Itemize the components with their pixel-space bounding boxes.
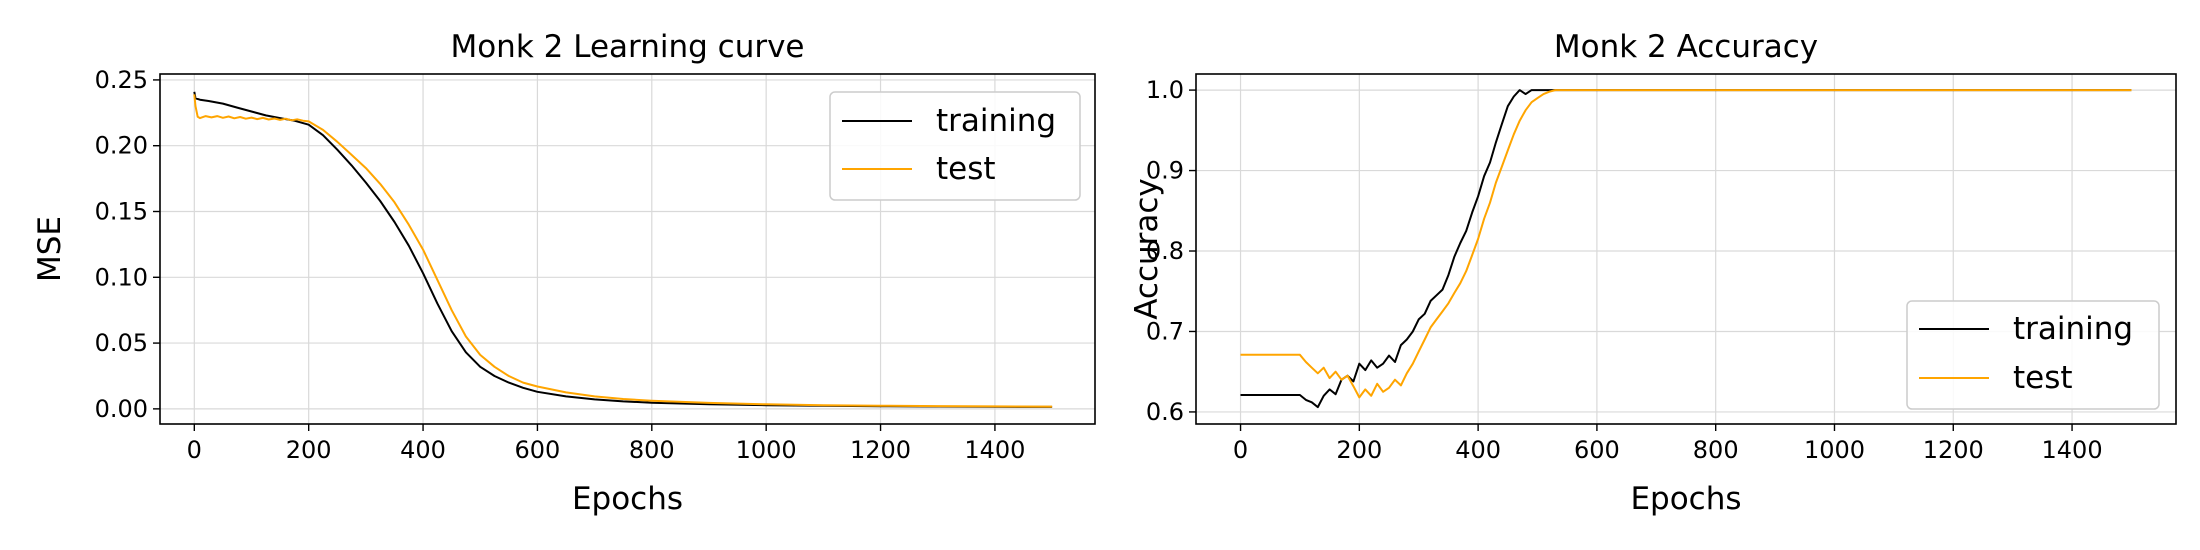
accuracy-ticks: 0 200 400 600 800 1000 1200 1400 0.6 0.7 0.8 0.9 1.0 (1146, 76, 2103, 464)
learning-curve-ytick-label: 0.05 (95, 329, 148, 357)
accuracy-panel: 0 200 400 600 800 1000 1200 1400 0.6 0.7 0.8 0.9 1.0… (1129, 29, 2177, 517)
accuracy-axes-frame (1195, 73, 2177, 425)
learning-curve-ytick-label: 0.10 (95, 263, 148, 291)
accuracy-ytick-label: 0.6 (1146, 398, 1184, 426)
accuracy-ytick-label: 1.0 (1146, 76, 1184, 104)
accuracy-ytick-label: 0.7 (1146, 317, 1184, 345)
accuracy-xtick-label: 0 (1233, 436, 1248, 464)
accuracy-series (1240, 89, 2132, 409)
accuracy-legend-training-label: training (2013, 311, 2133, 347)
accuracy-xtick-label: 600 (1574, 436, 1620, 464)
learning-curve-ytick-label: 0.00 (95, 395, 148, 423)
learning-curve-ytick-label: 0.20 (95, 132, 148, 160)
learning-curve-xtick-label: 1200 (850, 436, 911, 464)
learning-curve-xtick-label: 0 (187, 436, 202, 464)
accuracy-xtick-label: 1200 (1923, 436, 1984, 464)
learning-curve-legend: training test (829, 91, 1081, 201)
learning-curve-legend-test-label: test (936, 151, 996, 187)
accuracy-xtick-label: 1400 (2042, 436, 2103, 464)
learning-curve-ticks: 0 200 400 600 800 1000 1200 1400 0.00 0.05 0.10 0.1… (95, 66, 1026, 464)
learning-curve-test-line (193, 94, 1053, 408)
learning-curve-title: Monk 2 Learning curve (450, 29, 804, 65)
accuracy-xtick-label: 800 (1693, 436, 1739, 464)
learning-curve-xtick-label: 600 (515, 436, 561, 464)
learning-curve-training-line (193, 91, 1053, 408)
learning-curve-xtick-label: 1400 (964, 436, 1025, 464)
accuracy-ytick-label: 0.8 (1146, 237, 1184, 265)
learning-curve-ytick-label: 0.15 (95, 198, 148, 226)
learning-curve-series (193, 91, 1053, 408)
accuracy-xtick-label: 200 (1336, 436, 1382, 464)
accuracy-legend: training test (1906, 300, 2160, 410)
accuracy-ytick-label: 0.9 (1146, 157, 1184, 185)
accuracy-xtick-label: 400 (1455, 436, 1501, 464)
accuracy-training-line (1240, 89, 2132, 409)
learning-curve-legend-box (829, 91, 1081, 201)
learning-curve-legend-training-label: training (936, 103, 1056, 139)
accuracy-xlabel: Epochs (1630, 481, 1741, 517)
learning-curve-ylabel: MSE (32, 216, 68, 282)
learning-curve-xtick-label: 400 (400, 436, 446, 464)
accuracy-ylabel: Accuracy (1129, 178, 1165, 320)
learning-curve-panel: 0 200 400 600 800 1000 1200 1400 0.00 0.05 0.10 0.1… (32, 29, 1096, 517)
learning-curve-xlabel: Epochs (572, 481, 683, 517)
learning-curve-xtick-label: 800 (629, 436, 675, 464)
learning-curve-ytick-label: 0.25 (95, 66, 148, 94)
learning-curve-xtick-label: 1000 (736, 436, 797, 464)
accuracy-title: Monk 2 Accuracy (1554, 29, 1818, 65)
accuracy-test-line (1240, 89, 2132, 399)
learning-curve-axes-frame (159, 73, 1096, 425)
learning-curve-xtick-label: 200 (286, 436, 332, 464)
accuracy-legend-test-label: test (2013, 360, 2073, 396)
accuracy-xtick-label: 1000 (1804, 436, 1865, 464)
